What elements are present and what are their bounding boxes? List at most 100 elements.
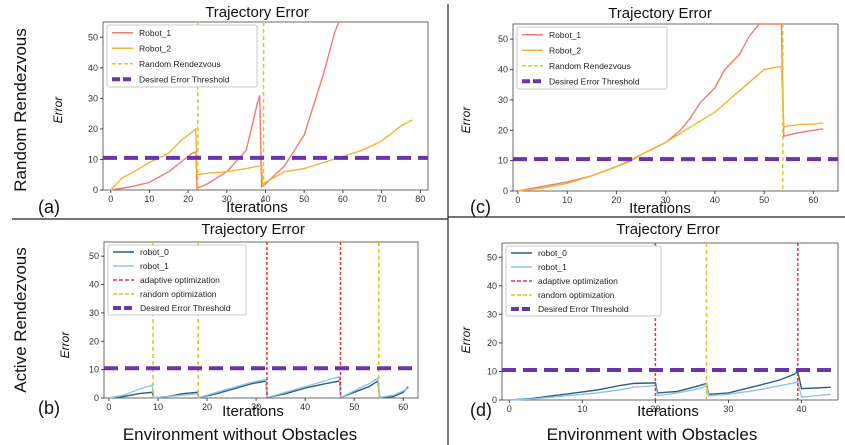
x-tick-label: 0	[515, 195, 520, 205]
y-axis-label: Error	[51, 96, 65, 124]
y-tick-label: 50	[487, 252, 497, 262]
x-tick-label: 10	[144, 194, 154, 204]
x-tick-label: 50	[759, 195, 769, 205]
x-tick-label: 60	[808, 195, 818, 205]
panel-label-b: (b)	[38, 398, 60, 418]
x-tick-label: 60	[398, 402, 408, 412]
row-label-active: Active Rendezvous	[11, 247, 30, 393]
series-line-robot-2	[517, 65, 824, 192]
x-tick-label: 20	[202, 402, 212, 412]
x-tick-label: 40	[300, 402, 310, 412]
y-tick-label: 30	[88, 93, 98, 103]
y-axis-label: Error	[459, 106, 473, 134]
x-tick-label: 20	[611, 195, 621, 205]
y-axis-label: Error	[58, 331, 72, 359]
series-line-robot-0	[509, 370, 831, 401]
chart-panel: 0 10 20 30 40 50 60 0 10 20 30 40 50 Trajectory Error…	[459, 5, 839, 217]
series-line-robot-1	[509, 380, 831, 401]
x-tick-label: 40	[260, 194, 270, 204]
legend-label: Desired Error Threshold	[140, 303, 231, 313]
y-tick-label: 20	[498, 125, 508, 135]
legend-label: Robot_2	[549, 45, 581, 55]
y-tick-label: 0	[94, 393, 99, 403]
y-tick-label: 10	[487, 366, 497, 376]
x-tick-label: 40	[710, 195, 720, 205]
x-tick-label: 50	[349, 402, 359, 412]
legend-label: robot_0	[538, 248, 567, 258]
y-tick-label: 30	[487, 309, 497, 319]
legend-label: Robot_1	[549, 30, 581, 40]
chart-title: Trajectory Error	[205, 4, 309, 21]
legend-label: adaptive optimization	[140, 275, 220, 285]
y-tick-label: 10	[89, 365, 99, 375]
chart-panel: 0 10 20 30 40 50 60 0 10 20 30 40 50 Trajectory Error…	[58, 221, 419, 420]
chart-title: Trajectory Error	[616, 221, 720, 238]
y-tick-label: 0	[93, 185, 98, 195]
chart-panel: 0 10 20 30 40 50 60 70 80 0 10 20 30 40 50 Trajectory E…	[51, 4, 429, 216]
x-axis-label: Iterations	[637, 403, 699, 420]
x-tick-label: 60	[338, 194, 348, 204]
legend-box	[106, 24, 258, 88]
legend-label: random optimization	[538, 290, 615, 300]
footer-left: Environment without Obstacles	[123, 425, 357, 444]
y-axis-label: Error	[459, 326, 473, 354]
legend-label: Desired Error Threshold	[549, 76, 640, 86]
y-tick-label: 40	[498, 65, 508, 75]
y-tick-label: 10	[498, 156, 508, 166]
x-tick-label: 30	[661, 195, 671, 205]
y-tick-label: 50	[88, 32, 98, 42]
x-tick-label: 30	[251, 402, 261, 412]
legend-label: adaptive optimization	[538, 276, 618, 286]
legend-label: Desired Error Threshold	[538, 304, 629, 314]
y-tick-label: 40	[88, 63, 98, 73]
chart-title: Trajectory Error	[201, 221, 305, 238]
legend-label: random optimization	[140, 289, 217, 299]
x-tick-label: 80	[415, 194, 425, 204]
x-tick-label: 0	[108, 194, 113, 204]
footer-right: Environment with Obstacles	[547, 425, 758, 444]
x-tick-label: 20	[183, 194, 193, 204]
y-tick-label: 30	[89, 308, 99, 318]
legend-label: Robot_1	[139, 28, 171, 38]
legend-label: Random Rendezvous	[549, 61, 631, 71]
x-tick-label: 30	[723, 404, 733, 414]
y-tick-label: 20	[487, 338, 497, 348]
legend-label: robot_1	[538, 262, 567, 272]
x-tick-label: 10	[577, 404, 587, 414]
x-tick-label: 50	[299, 194, 309, 204]
x-tick-label: 20	[650, 404, 660, 414]
chart-panel: 0 10 20 30 40 0 10 20 30 40 50 Trajectory Error Iter…	[459, 221, 839, 420]
x-tick-label: 70	[377, 194, 387, 204]
panel-label-d: (d)	[470, 400, 492, 420]
panel-label-a: (a)	[38, 197, 60, 217]
y-tick-label: 10	[88, 154, 98, 164]
y-tick-label: 50	[498, 34, 508, 44]
x-tick-label: 30	[222, 194, 232, 204]
y-tick-label: 40	[487, 281, 497, 291]
y-tick-label: 20	[88, 124, 98, 134]
legend-label: robot_1	[140, 261, 169, 271]
legend-label: Robot_2	[139, 43, 171, 53]
x-axis-label: Iterations	[629, 200, 691, 217]
x-axis-label: Iterations	[222, 403, 284, 420]
legend-label: robot_0	[140, 247, 169, 257]
y-tick-label: 40	[89, 280, 99, 290]
row-label-random: Random Rendezvous	[11, 28, 30, 191]
y-tick-label: 0	[492, 395, 497, 405]
legend-label: Desired Error Threshold	[139, 74, 230, 84]
x-tick-label: 0	[106, 402, 111, 412]
chart-title: Trajectory Error	[608, 5, 712, 22]
x-tick-label: 40	[796, 404, 806, 414]
y-tick-label: 30	[498, 95, 508, 105]
legend-box	[505, 245, 662, 317]
y-tick-label: 50	[89, 251, 99, 261]
x-tick-label: 10	[562, 195, 572, 205]
panel-label-c: (c)	[470, 197, 491, 217]
legend-box	[107, 244, 247, 316]
legend-box	[516, 26, 668, 90]
x-tick-label: 0	[507, 404, 512, 414]
x-axis-label: Iterations	[226, 199, 288, 216]
panels: 0 10 20 30 40 50 60 70 80 0 10 20 30 40 50 Trajectory E…	[51, 4, 839, 420]
series-line-robot-2	[110, 119, 413, 191]
